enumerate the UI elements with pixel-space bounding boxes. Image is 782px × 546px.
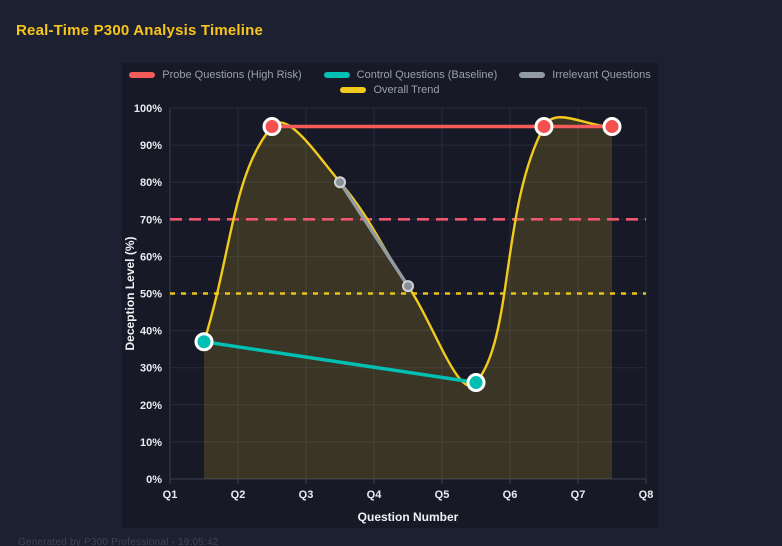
irrelevant-line <box>338 180 410 288</box>
y-tick-label: 30% <box>140 363 162 375</box>
x-tick-label: Q4 <box>367 489 383 501</box>
legend-item-probe[interactable]: Probe Questions (High Risk) <box>129 69 302 81</box>
irrelevant-point[interactable] <box>402 280 414 293</box>
irrelevant-legend-swatch-icon <box>519 72 546 78</box>
legend-label: Irrelevant Questions <box>552 69 651 81</box>
control-point[interactable] <box>194 332 214 352</box>
footer-caption: Generated by P300 Professional - 19:05:4… <box>18 537 219 546</box>
y-tick-label: 70% <box>140 214 162 226</box>
y-tick-label: 10% <box>140 437 162 449</box>
y-tick-label: 50% <box>140 289 162 301</box>
x-tick-label: Q5 <box>435 489 450 501</box>
x-tick-label: Q8 <box>639 489 654 501</box>
y-tick-label: 60% <box>140 251 162 263</box>
legend-label: Probe Questions (High Risk) <box>162 69 302 81</box>
x-tick-label: Q2 <box>231 489 246 501</box>
x-tick-label: Q3 <box>299 489 314 501</box>
legend-item-control[interactable]: Control Questions (Baseline) <box>323 69 498 81</box>
y-tick-label: 80% <box>140 177 162 189</box>
probe-point[interactable] <box>602 117 622 137</box>
x-tick-label: Q1 <box>163 489 178 501</box>
control-legend-swatch-icon <box>323 72 350 78</box>
irrelevant-point[interactable] <box>334 176 346 189</box>
y-axis-title: Deception Level (%) <box>123 236 137 350</box>
legend-label: Overall Trend <box>373 84 440 96</box>
x-axis-title: Question Number <box>358 510 459 524</box>
probe-legend-swatch-icon <box>129 72 156 78</box>
probe-point[interactable] <box>534 117 554 137</box>
trend-legend-swatch-icon <box>340 87 367 93</box>
y-tick-label: 40% <box>140 326 162 338</box>
legend-row: Overall Trend <box>340 84 440 96</box>
timeline-chart[interactable]: Q1 Q2 Q3 Q4 Q5 Q6 Q7 Q8 0% 10% 20% 30% 40% 50% 60% 70% 8… <box>122 63 658 528</box>
chart-panel: Probe Questions (High Risk) Control Quest… <box>122 63 658 528</box>
y-tick-label: 20% <box>140 400 162 412</box>
legend-row: Probe Questions (High Risk) Control Quest… <box>129 69 651 81</box>
control-line <box>202 339 478 385</box>
y-tick-label: 90% <box>140 140 162 152</box>
page-title: Real-Time P300 Analysis Timeline <box>16 22 264 39</box>
legend-label: Control Questions (Baseline) <box>356 69 498 81</box>
x-tick-label: Q6 <box>503 489 518 501</box>
trend-area-fill <box>204 117 612 479</box>
control-point[interactable] <box>466 373 486 393</box>
y-tick-label: 0% <box>146 474 162 486</box>
legend-item-irrelevant[interactable]: Irrelevant Questions <box>519 69 651 81</box>
probe-point[interactable] <box>262 117 282 137</box>
y-tick-label: 100% <box>134 103 162 115</box>
legend-item-trend[interactable]: Overall Trend <box>340 84 440 96</box>
chart-legend: Probe Questions (High Risk) Control Quest… <box>122 69 658 96</box>
x-tick-label: Q7 <box>571 489 586 501</box>
